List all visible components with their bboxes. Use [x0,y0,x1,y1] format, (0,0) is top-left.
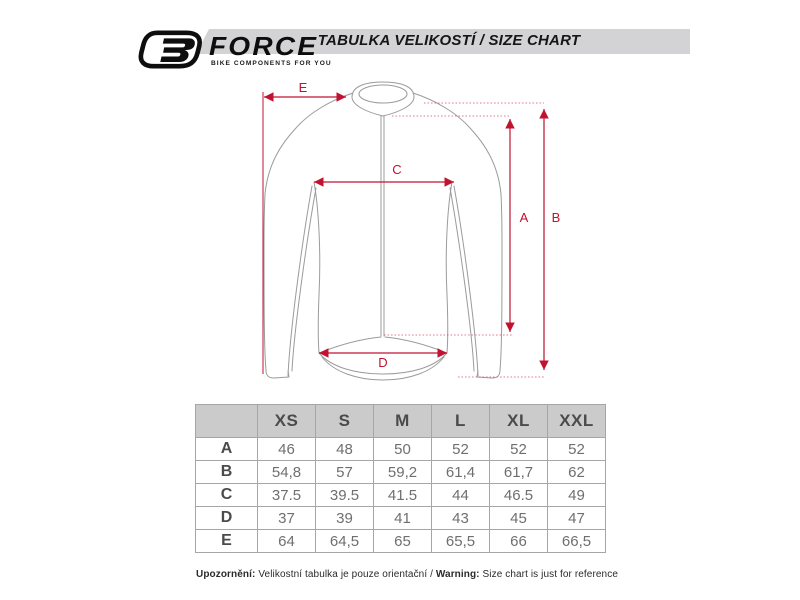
measure-label-b: B [552,210,561,225]
size-table: XS S M L XL XXL A 46 48 50 52 52 52 B 54… [195,404,606,553]
col-header-l: L [431,404,490,438]
cell: 65,5 [431,529,490,553]
cell: 49 [547,483,606,507]
table-row-c: C 37.5 39.5 41.5 44 46.5 49 [195,483,606,507]
force-logo-icon [138,30,202,69]
cell: 65 [373,529,432,553]
force-logo-tagline: BIKE COMPONENTS FOR YOU [211,60,332,67]
measure-label-e: E [299,80,308,95]
cell: 41 [373,506,432,530]
cell: 66 [489,529,548,553]
page-title: TABULKA VELIKOSTÍ / SIZE CHART [317,32,581,49]
cell: 50 [373,437,432,461]
warning-note-cs-label: Upozornění: [196,569,256,580]
cell: 66,5 [547,529,606,553]
cell: 59,2 [373,460,432,484]
cell: 52 [489,437,548,461]
measure-label-c: C [392,162,401,177]
warning-note: Upozornění: Velikostní tabulka je pouze … [196,569,618,580]
cell: 37.5 [257,483,316,507]
cell: 64,5 [315,529,374,553]
force-logo: FORCE BIKE COMPONENTS FOR YOU [137,29,331,69]
cell: 61,4 [431,460,490,484]
measure-label-d: D [378,355,387,370]
col-header-xs: XS [257,404,316,438]
row-label: D [195,506,258,530]
row-label: E [195,529,258,553]
cell: 39 [315,506,374,530]
table-row-e: E 64 64,5 65 65,5 66 66,5 [195,529,606,553]
cell: 44 [431,483,490,507]
cell: 57 [315,460,374,484]
corner-cell [195,404,258,438]
table-row-b: B 54,8 57 59,2 61,4 61,7 62 [195,460,606,484]
cell: 62 [547,460,606,484]
cell: 46.5 [489,483,548,507]
row-label: B [195,460,258,484]
cell: 52 [547,437,606,461]
warning-note-en-text: Size chart is just for reference [479,569,618,580]
cell: 43 [431,506,490,530]
jersey-measurement-diagram: E C D A B [262,80,561,381]
col-header-xl: XL [489,404,548,438]
force-logo-wordmark: FORCE [209,31,319,61]
measurement-lines [262,92,549,378]
row-label: A [195,437,258,461]
cell: 52 [431,437,490,461]
cell: 47 [547,506,606,530]
size-table-header-row: XS S M L XL XXL [195,404,606,438]
cell: 61,7 [489,460,548,484]
row-label: C [195,483,258,507]
cell: 39.5 [315,483,374,507]
cell: 45 [489,506,548,530]
col-header-m: M [373,404,432,438]
zipper-line [380,115,385,337]
cell: 48 [315,437,374,461]
warning-note-en-label: Warning: [435,569,480,580]
cell: 37 [257,506,316,530]
cell: 41.5 [373,483,432,507]
warning-note-cs-text: Velikostní tabulka je pouze orientační / [255,569,436,580]
measure-label-a: A [520,210,529,225]
jersey-outline [263,81,503,381]
col-header-xxl: XXL [547,404,606,438]
table-row-a: A 46 48 50 52 52 52 [195,437,606,461]
cell: 54,8 [257,460,316,484]
table-row-d: D 37 39 41 43 45 47 [195,506,606,530]
cell: 64 [257,529,316,553]
cell: 46 [257,437,316,461]
col-header-s: S [315,404,374,438]
title-bar [196,29,690,54]
